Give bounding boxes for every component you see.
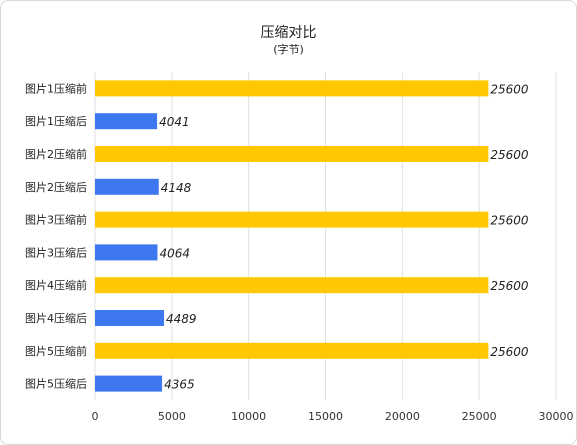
- bar: [95, 113, 158, 130]
- category-label: 图片2压缩后: [25, 181, 87, 194]
- bar: [95, 375, 163, 392]
- value-label: 4148: [161, 181, 192, 195]
- category-label: 图片3压缩前: [25, 213, 87, 227]
- chart-subtitle: (字节): [273, 43, 304, 56]
- value-label: 4041: [159, 115, 190, 129]
- value-label: 25600: [490, 345, 529, 359]
- bar: [95, 342, 489, 359]
- x-tick-label: 0: [92, 410, 99, 423]
- bar: [95, 146, 489, 162]
- value-label: 25600: [490, 148, 529, 162]
- x-tick-label: 5000: [158, 410, 186, 423]
- x-tick-label: 25000: [462, 410, 497, 423]
- category-label: 图片3压缩后: [25, 246, 87, 259]
- category-label: 图片4压缩前: [25, 278, 87, 292]
- category-label: 图片2压缩前: [25, 147, 87, 161]
- x-tick-label: 10000: [231, 410, 266, 423]
- value-labels: 25600 4041 25600 4148 25600 4064 25600 4489 2560…: [159, 82, 529, 391]
- x-tick-labels: 0 5000 10000 15000 20000 25000 30000: [92, 410, 574, 423]
- category-label: 图片1压缩后: [25, 115, 87, 128]
- bar: [95, 310, 164, 326]
- bar: [95, 211, 489, 228]
- bar: [95, 244, 158, 261]
- value-label: 4064: [159, 246, 190, 260]
- value-label: 25600: [490, 82, 529, 96]
- bar: [95, 178, 159, 195]
- value-label: 25600: [490, 279, 529, 293]
- bar: [95, 277, 489, 294]
- x-tick-label: 20000: [385, 410, 420, 423]
- category-label: 图片1压缩前: [25, 81, 87, 95]
- x-tick-label: 15000: [308, 410, 343, 423]
- category-label: 图片4压缩后: [25, 312, 87, 325]
- bar: [95, 80, 489, 97]
- category-label: 图片5压缩前: [25, 344, 87, 358]
- bars: [95, 80, 489, 392]
- chart-title: 压缩对比: [260, 25, 317, 41]
- value-label: 4489: [166, 312, 197, 326]
- category-label: 图片5压缩后: [25, 378, 87, 391]
- value-label: 4365: [164, 378, 195, 392]
- value-label: 25600: [490, 214, 529, 228]
- category-labels: 图片1压缩前图片1压缩后图片2压缩前图片2压缩后图片3压缩前图片3压缩后图片4压…: [25, 81, 87, 390]
- x-tick-label: 30000: [539, 410, 574, 423]
